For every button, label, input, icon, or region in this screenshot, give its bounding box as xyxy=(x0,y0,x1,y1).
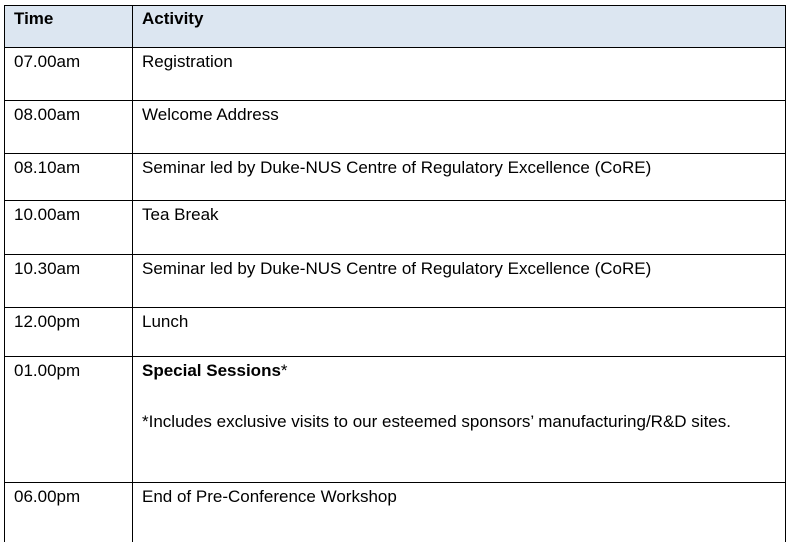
row-time: 07.00am xyxy=(5,48,133,101)
row-time: 08.00am xyxy=(5,101,133,154)
table-row: 01.00pm Special Sessions* *Includes excl… xyxy=(5,357,786,483)
table-row: 10.30am Seminar led by Duke-NUS Centre o… xyxy=(5,255,786,308)
table-header-row: Time Activity xyxy=(5,6,786,48)
row-time: 12.00pm xyxy=(5,308,133,357)
header-time: Time xyxy=(5,6,133,48)
row-time: 01.00pm xyxy=(5,357,133,483)
row-activity: Tea Break xyxy=(133,201,786,255)
row-time: 08.10am xyxy=(5,154,133,201)
special-sessions-asterisk: * xyxy=(281,361,288,380)
special-sessions-title: Special Sessions* xyxy=(142,360,785,381)
table-row: 12.00pm Lunch xyxy=(5,308,786,357)
row-activity: End of Pre-Conference Workshop xyxy=(133,483,786,542)
row-time: 06.00pm xyxy=(5,483,133,542)
table-row: 08.00am Welcome Address xyxy=(5,101,786,154)
row-time: 10.00am xyxy=(5,201,133,255)
table-row: 07.00am Registration xyxy=(5,48,786,101)
row-activity: Seminar led by Duke-NUS Centre of Regula… xyxy=(133,255,786,308)
special-sessions-note: *Includes exclusive visits to our esteem… xyxy=(142,411,785,432)
table-row: 08.10am Seminar led by Duke-NUS Centre o… xyxy=(5,154,786,201)
row-activity: Lunch xyxy=(133,308,786,357)
row-activity: Special Sessions* *Includes exclusive vi… xyxy=(133,357,786,483)
table-row: 06.00pm End of Pre-Conference Workshop xyxy=(5,483,786,542)
table-row: 10.00am Tea Break xyxy=(5,201,786,255)
header-activity: Activity xyxy=(133,6,786,48)
special-sessions-label: Special Sessions xyxy=(142,361,281,380)
row-activity: Registration xyxy=(133,48,786,101)
row-activity: Seminar led by Duke-NUS Centre of Regula… xyxy=(133,154,786,201)
row-activity: Welcome Address xyxy=(133,101,786,154)
row-time: 10.30am xyxy=(5,255,133,308)
schedule-table: Time Activity 07.00am Registration 08.00… xyxy=(4,5,786,542)
